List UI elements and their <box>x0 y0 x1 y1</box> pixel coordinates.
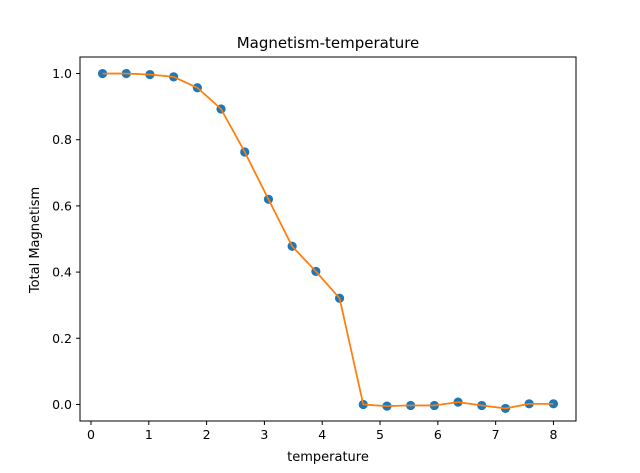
x-tick-label: 0 <box>87 427 95 442</box>
y-tick-label: 1.0 <box>52 66 72 81</box>
y-tick-label: 0.6 <box>52 198 72 213</box>
y-tick-label: 0.4 <box>52 265 72 280</box>
plot-area: 0 1 2 3 4 5 6 7 8 0.0 0.2 0.4 0.6 0.8 1.0 <box>52 56 577 442</box>
x-tick-label: 8 <box>549 427 557 442</box>
x-tick-label: 5 <box>376 427 384 442</box>
x-tick-label: 2 <box>203 427 211 442</box>
x-tick-label: 3 <box>260 427 268 442</box>
x-tick-label: 6 <box>434 427 442 442</box>
x-tick-label: 1 <box>145 427 153 442</box>
data-point <box>548 399 559 409</box>
chart-title: Magnetism-temperature <box>237 34 420 52</box>
y-axis-label: Total Magnetism <box>28 187 43 294</box>
y-tick-label: 0.2 <box>52 331 72 346</box>
x-axis-label: temperature <box>287 450 369 465</box>
axes-background <box>80 57 576 421</box>
x-tick-label: 7 <box>492 427 500 442</box>
y-tick-label: 0.0 <box>52 397 72 412</box>
y-tick-label: 0.8 <box>52 132 72 147</box>
axes-frame <box>79 56 577 422</box>
x-tick-label: 4 <box>318 427 326 442</box>
series-line-overlay <box>102 72 554 410</box>
